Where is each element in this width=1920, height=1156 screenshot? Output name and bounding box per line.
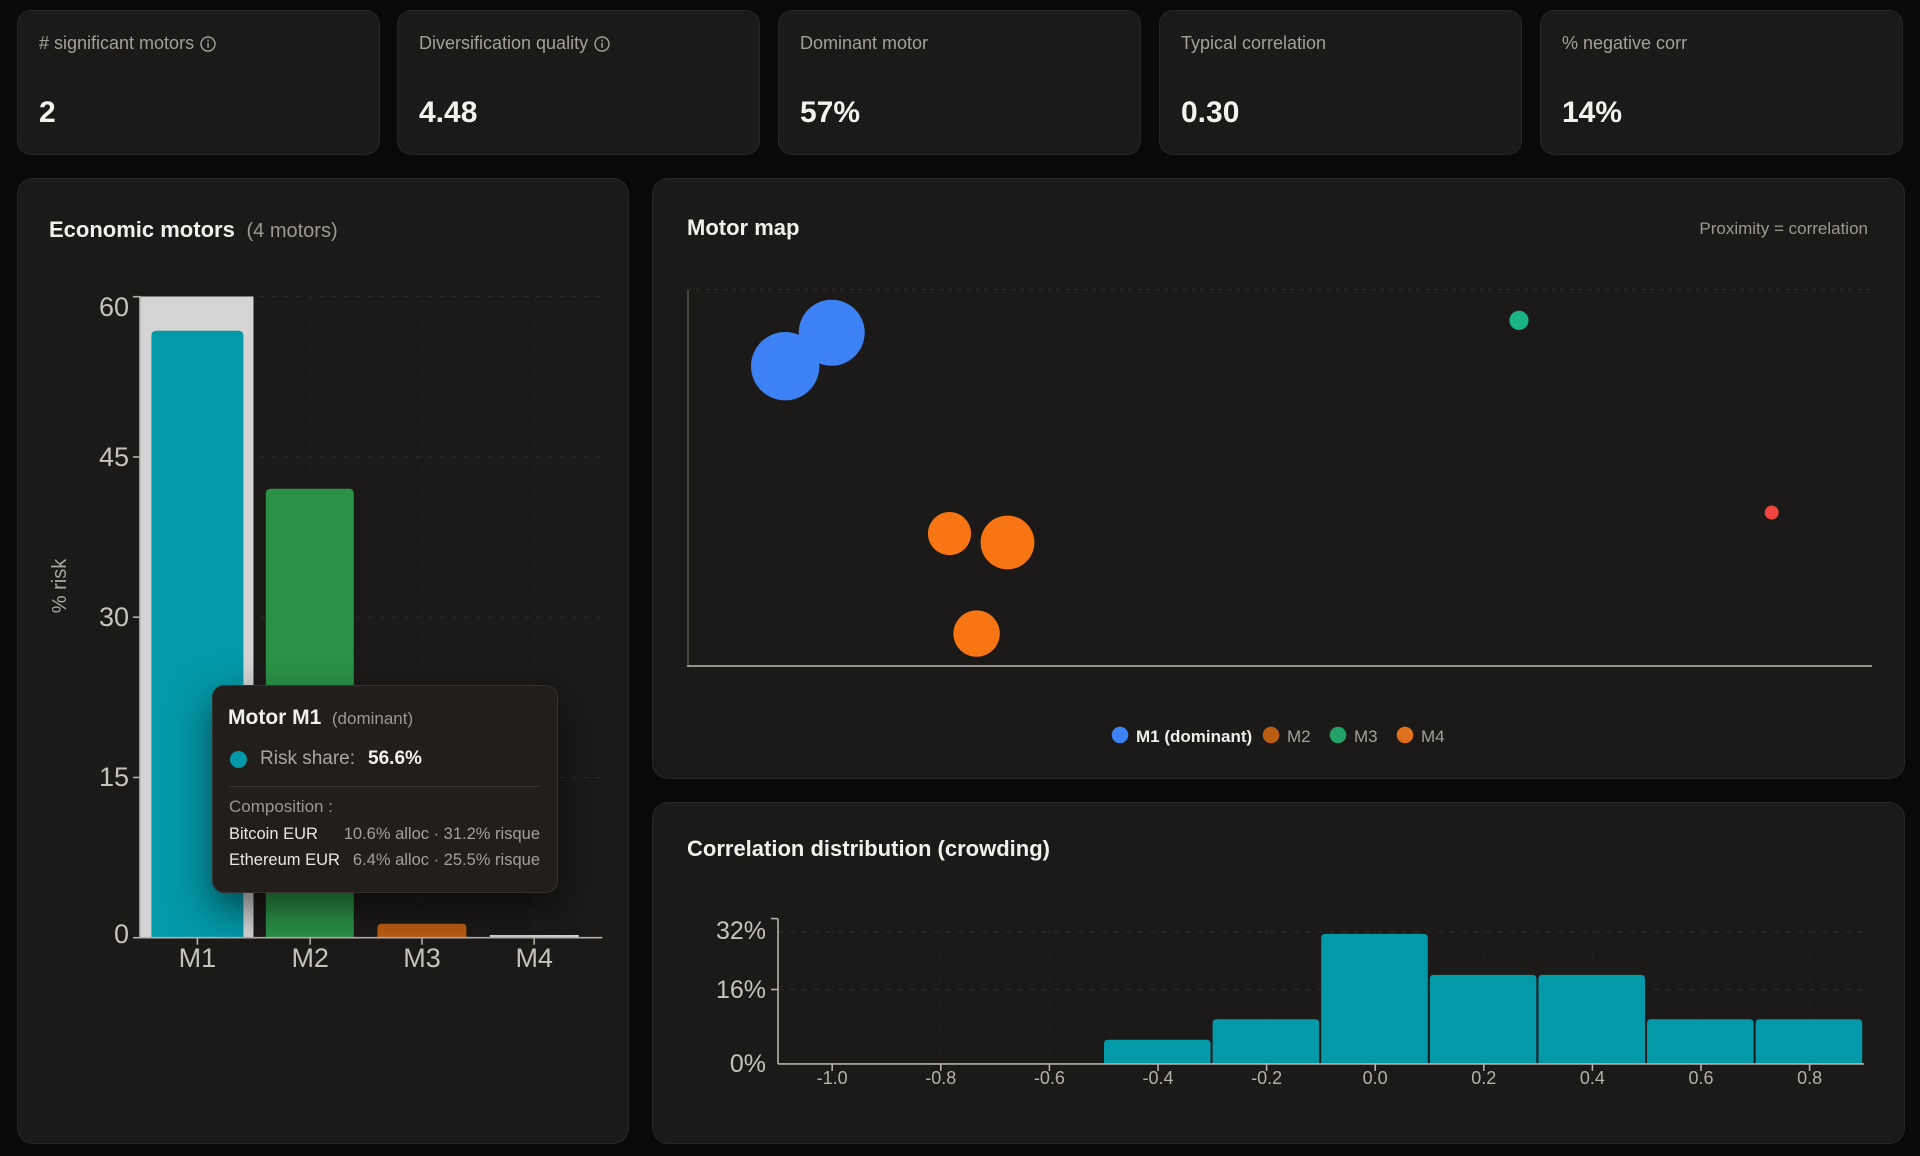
svg-text:M4: M4	[1421, 727, 1445, 746]
svg-text:60: 60	[99, 292, 129, 322]
svg-text:30: 30	[99, 602, 129, 632]
svg-text:32%: 32%	[716, 917, 766, 945]
svg-text:-1.0: -1.0	[817, 1068, 848, 1088]
svg-text:0.2: 0.2	[1471, 1068, 1496, 1088]
svg-text:0.8: 0.8	[1797, 1068, 1822, 1088]
svg-text:M3: M3	[1354, 727, 1378, 746]
svg-text:16%: 16%	[716, 976, 766, 1004]
svg-text:M2: M2	[291, 943, 329, 973]
svg-text:M1: M1	[179, 943, 217, 973]
svg-text:0.0: 0.0	[1363, 1068, 1388, 1088]
svg-text:-0.8: -0.8	[925, 1068, 956, 1088]
svg-text:45: 45	[99, 442, 129, 472]
svg-text:0.4: 0.4	[1580, 1068, 1605, 1088]
svg-text:0.6: 0.6	[1688, 1068, 1713, 1088]
svg-text:-0.2: -0.2	[1251, 1068, 1282, 1088]
svg-text:0: 0	[114, 919, 129, 949]
svg-text:% risk: % risk	[49, 558, 71, 613]
svg-text:M1 (dominant): M1 (dominant)	[1136, 727, 1252, 746]
svg-text:-0.6: -0.6	[1034, 1068, 1065, 1088]
svg-text:M4: M4	[515, 943, 553, 973]
svg-text:M2: M2	[1287, 727, 1311, 746]
svg-text:M3: M3	[403, 943, 441, 973]
svg-text:15: 15	[99, 762, 129, 792]
svg-text:-0.4: -0.4	[1142, 1068, 1173, 1088]
svg-text:0%: 0%	[730, 1050, 766, 1078]
